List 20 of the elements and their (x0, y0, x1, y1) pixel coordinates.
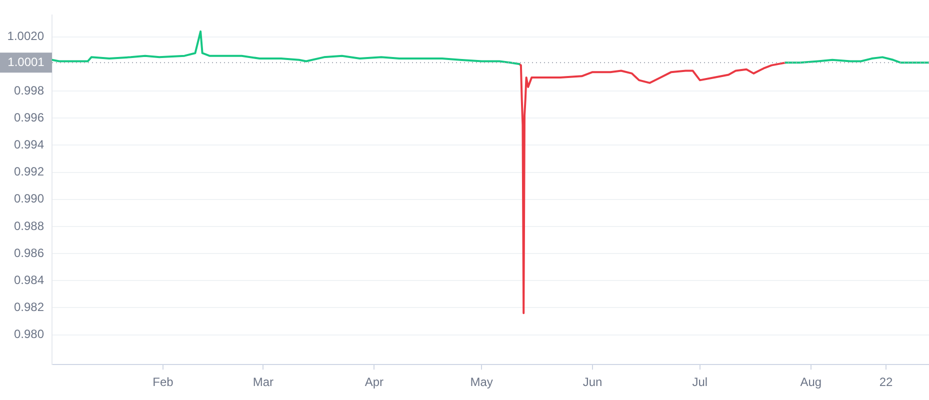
y-tick-label: 0.994 (14, 138, 44, 152)
y-tick-label: 0.988 (14, 218, 44, 233)
x-tick-label: 22 (879, 375, 894, 390)
y-tick-label: 0.996 (14, 110, 44, 124)
ref-line-label: 1.0001 (8, 54, 45, 69)
y-tick-label: 0.980 (14, 327, 44, 342)
y-tick-label: 0.984 (14, 272, 44, 287)
y-tick-label: 0.998 (14, 83, 44, 98)
x-tick-label: Aug (800, 375, 822, 390)
y-tick-label: 0.986 (14, 246, 44, 260)
x-tick-label: Feb (152, 375, 174, 390)
x-tick-label: Mar (252, 375, 274, 390)
x-tick-label: Apr (364, 375, 384, 390)
x-tick-label: Jul (692, 375, 708, 390)
y-tick-label: 0.982 (14, 300, 44, 314)
y-tick-label: 0.992 (14, 164, 44, 179)
x-tick-label: Jun (582, 375, 602, 390)
y-tick-label: 1.0020 (7, 29, 44, 44)
y-tick-label: 0.990 (14, 192, 44, 206)
x-tick-label: May (470, 375, 493, 390)
